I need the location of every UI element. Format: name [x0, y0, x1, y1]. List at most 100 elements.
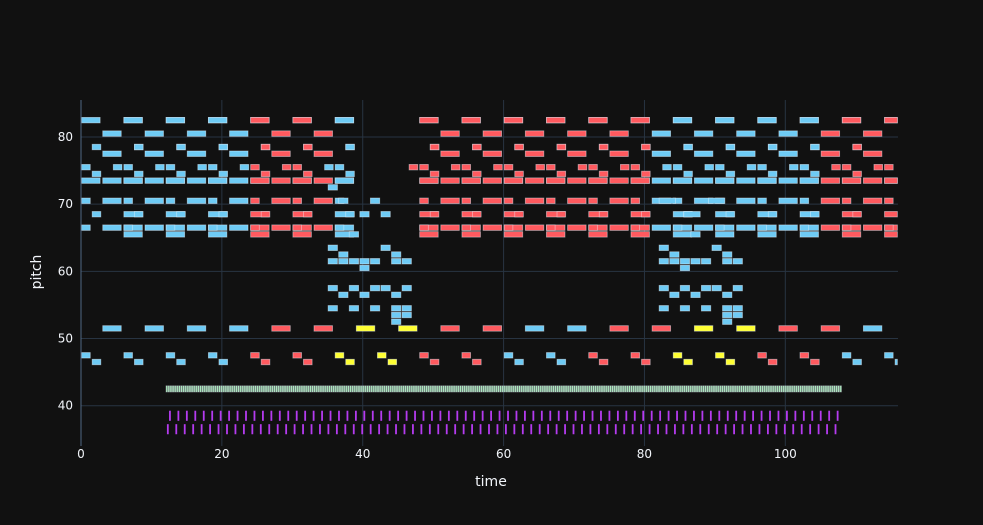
green-note [639, 385, 642, 393]
purple-note [209, 424, 211, 435]
green-note [731, 385, 734, 393]
blue-note [144, 325, 164, 332]
green-note [584, 385, 587, 393]
x-tick-label: 80 [637, 447, 652, 461]
blue-note [546, 352, 556, 359]
purple-note [583, 410, 585, 421]
green-note [360, 385, 363, 393]
green-note [626, 385, 629, 393]
purple-note [346, 410, 349, 421]
blue-note [401, 258, 412, 265]
red-note [630, 197, 641, 204]
green-note [624, 385, 627, 393]
yellow-note [387, 358, 398, 366]
green-note [607, 385, 610, 393]
purple-note [473, 410, 476, 421]
red-note [482, 197, 502, 204]
purple-note [532, 410, 535, 421]
purple-note [547, 424, 550, 435]
green-note [645, 385, 648, 393]
green-note [751, 385, 754, 393]
green-note [326, 385, 329, 393]
purple-note [270, 410, 273, 421]
purple-note [479, 424, 482, 435]
red-note [841, 224, 852, 231]
green-note [761, 385, 764, 393]
blue-note [715, 164, 725, 171]
green-note [465, 385, 468, 393]
red-note [313, 130, 333, 137]
purple-note [456, 410, 459, 421]
blue-note [799, 231, 819, 238]
purple-note [572, 424, 575, 435]
blue-note [229, 177, 249, 184]
red-note [440, 325, 460, 332]
blue-note [662, 164, 672, 171]
red-note [820, 325, 841, 332]
blue-note [736, 197, 756, 204]
green-note [672, 385, 675, 393]
red-note [598, 143, 609, 151]
purple-note [185, 410, 188, 421]
blue-note [799, 164, 810, 171]
purple-note [741, 424, 744, 435]
blue-note [658, 244, 669, 251]
green-note [603, 385, 606, 393]
red-note [577, 164, 588, 171]
green-note [679, 385, 682, 393]
green-note [824, 385, 827, 393]
purple-note [259, 424, 262, 435]
red-note [831, 164, 841, 171]
red-note [514, 211, 524, 218]
green-note [258, 385, 261, 393]
green-note [372, 385, 375, 393]
red-note [609, 130, 629, 137]
green-note [554, 385, 557, 393]
green-note [770, 385, 773, 393]
green-note [791, 385, 794, 393]
blue-note [369, 197, 381, 204]
blue-note [401, 305, 412, 312]
blue-note [391, 291, 402, 298]
blue-note [391, 318, 402, 325]
red-note [260, 211, 271, 218]
green-note [550, 385, 553, 393]
green-note [573, 385, 576, 393]
blue-note [693, 177, 714, 184]
blue-note [338, 251, 349, 258]
red-note [440, 177, 460, 184]
blue-note [679, 305, 691, 312]
green-note [831, 385, 834, 393]
purple-note [378, 424, 381, 435]
green-note [459, 385, 462, 393]
blue-note [165, 177, 186, 184]
blue-note [176, 170, 186, 178]
purple-note [414, 410, 416, 421]
red-note [641, 358, 651, 366]
blue-note [134, 211, 144, 218]
blue-note [229, 325, 249, 332]
red-note [862, 130, 883, 137]
blue-note [123, 177, 143, 184]
red-note [810, 358, 820, 366]
green-note [442, 385, 445, 393]
red-note [820, 130, 841, 137]
red-note [419, 117, 439, 124]
green-note [174, 385, 177, 393]
blue-note [112, 164, 123, 171]
purple-note [211, 410, 214, 421]
blue-note [700, 284, 712, 292]
blue-note [884, 352, 894, 359]
red-note [461, 117, 481, 124]
red-note [419, 352, 429, 359]
blue-note [207, 231, 228, 238]
red-note [472, 143, 482, 151]
green-note [598, 385, 601, 393]
green-note [495, 385, 498, 393]
green-note [184, 385, 187, 393]
green-note [463, 385, 466, 393]
purple-note [521, 424, 524, 435]
red-note [841, 197, 852, 204]
blue-note [725, 170, 736, 178]
purple-note [769, 410, 771, 421]
